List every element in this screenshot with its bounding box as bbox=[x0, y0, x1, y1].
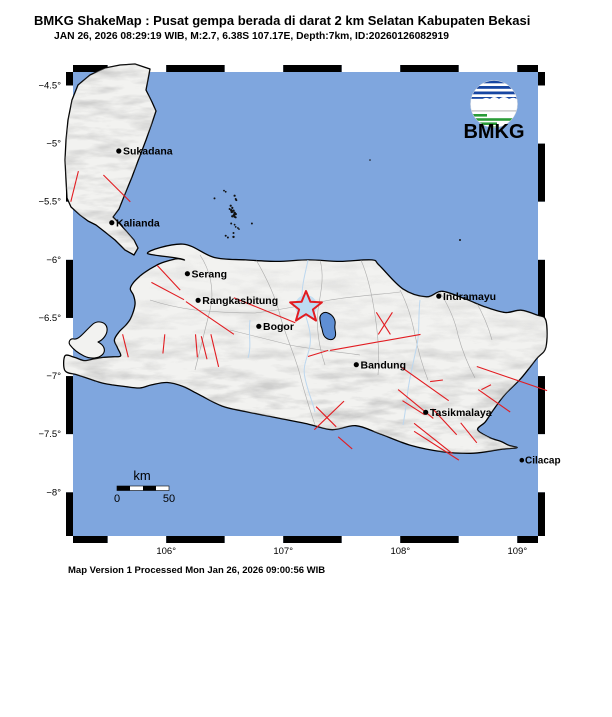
svg-text:−6°: −6° bbox=[46, 255, 61, 266]
svg-text:Cilacap: Cilacap bbox=[525, 456, 561, 467]
svg-text:106°: 106° bbox=[156, 546, 176, 557]
svg-text:Kalianda: Kalianda bbox=[116, 218, 160, 230]
svg-text:−7.5°: −7.5° bbox=[38, 429, 61, 440]
svg-text:Bogor: Bogor bbox=[263, 321, 294, 333]
svg-text:Indramayu: Indramayu bbox=[443, 291, 496, 303]
svg-text:−4.5°: −4.5° bbox=[38, 81, 61, 92]
svg-text:−5.5°: −5.5° bbox=[38, 197, 61, 208]
svg-text:−5°: −5° bbox=[46, 139, 61, 150]
svg-text:−6.5°: −6.5° bbox=[38, 313, 61, 324]
svg-text:50: 50 bbox=[163, 493, 175, 505]
svg-text:−8°: −8° bbox=[46, 487, 61, 498]
svg-text:Serang: Serang bbox=[192, 269, 228, 281]
svg-text:−7°: −7° bbox=[46, 371, 61, 382]
svg-text:109°: 109° bbox=[507, 546, 527, 557]
svg-text:107°: 107° bbox=[273, 546, 293, 557]
svg-text:108°: 108° bbox=[390, 546, 410, 557]
svg-text:km: km bbox=[133, 468, 150, 483]
svg-text:Sukadana: Sukadana bbox=[123, 146, 173, 158]
svg-text:0: 0 bbox=[114, 493, 120, 505]
svg-text:BMKG: BMKG bbox=[463, 121, 524, 143]
svg-text:Bandung: Bandung bbox=[361, 360, 407, 372]
svg-text:Tasikmalaya: Tasikmalaya bbox=[430, 407, 492, 419]
svg-text:Rangkasbitung: Rangkasbitung bbox=[202, 295, 278, 307]
